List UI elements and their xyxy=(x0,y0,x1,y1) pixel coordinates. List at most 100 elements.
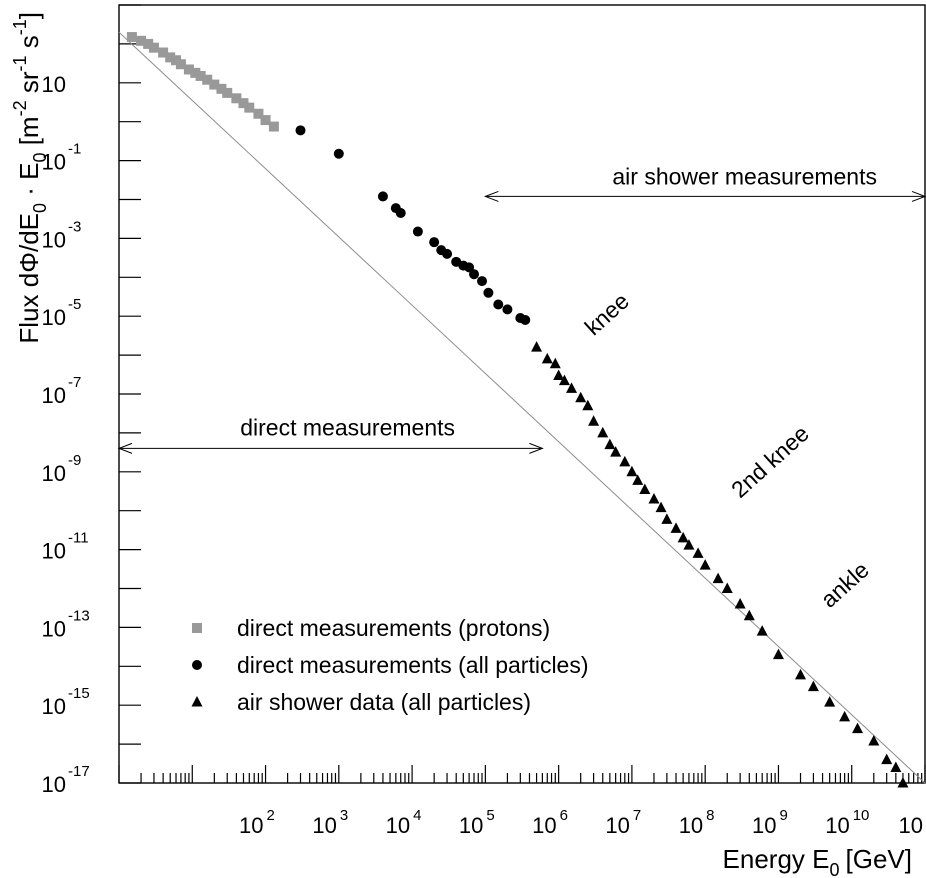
point-air-shower-data-all-particles xyxy=(541,352,553,364)
y-tick-label: 10 xyxy=(42,772,66,797)
legend-label-direct-measurements-all-particles: direct measurements (all particles) xyxy=(237,652,589,678)
point-air-shower-data-all-particles xyxy=(661,513,673,524)
annotations: air shower measurements direct measuremen… xyxy=(117,163,926,613)
point-direct-measurements-protons xyxy=(238,98,249,109)
y-tick-label: 10 xyxy=(42,150,66,175)
y-tick-label: 10 xyxy=(42,305,66,330)
x-tick-label: 10 xyxy=(679,813,703,838)
point-air-shower-data-all-particles xyxy=(531,341,543,352)
air-shower-arrow-head-right xyxy=(911,190,926,202)
y-tick-label-exponent: -13 xyxy=(68,607,90,624)
x-tick-label: 10 xyxy=(605,813,629,838)
point-direct-measurements-all-particles xyxy=(483,287,494,298)
point-direct-measurements-protons xyxy=(260,115,271,126)
point-direct-measurements-protons xyxy=(231,93,242,104)
y-tick-label: 10 xyxy=(42,461,66,486)
point-air-shower-data-all-particles xyxy=(890,761,902,773)
point-direct-measurements-protons xyxy=(126,32,137,43)
point-air-shower-data-all-particles xyxy=(655,501,667,513)
x-tick-label-exponent: 8 xyxy=(706,807,714,824)
point-air-shower-data-all-particles xyxy=(712,572,724,584)
direct-arrow-head-right xyxy=(529,442,544,454)
point-direct-measurements-protons xyxy=(253,108,264,119)
legend-marker-direct-measurements-protons xyxy=(192,623,202,633)
ankle-label: ankle xyxy=(816,556,874,612)
point-air-shower-data-all-particles xyxy=(582,399,594,411)
point-direct-measurements-all-particles xyxy=(520,314,531,325)
point-air-shower-data-all-particles xyxy=(807,680,819,692)
legend-label-air-shower-data-all-particles: air shower data (all particles) xyxy=(237,689,531,715)
x-tick-label-exponent: 3 xyxy=(340,807,348,824)
y-tick-label: 10 xyxy=(42,694,66,719)
point-direct-measurements-protons xyxy=(143,38,154,49)
point-air-shower-data-all-particles xyxy=(824,696,836,707)
y-axis-title: Flux dΦ/dE0 · E0 [m-2 sr-1 s-1] xyxy=(10,12,50,344)
point-direct-measurements-all-particles xyxy=(295,125,306,136)
x-tick-label: 10 xyxy=(825,813,849,838)
point-air-shower-data-all-particles xyxy=(881,753,893,765)
y-tick-label-exponent: -17 xyxy=(68,763,90,780)
point-air-shower-data-all-particles xyxy=(553,369,565,380)
point-direct-measurements-protons xyxy=(202,74,213,85)
y-tick-label-exponent: -7 xyxy=(68,374,81,391)
x-tick-label-exponent: 10 xyxy=(853,807,870,824)
x-tick-label-exponent: 6 xyxy=(560,807,568,824)
y-tick-label: 10 xyxy=(42,539,66,564)
x-tick-label: 10 xyxy=(459,813,483,838)
air-shower-label: air shower measurements xyxy=(612,163,877,189)
point-air-shower-data-all-particles xyxy=(839,710,851,722)
point-direct-measurements-protons xyxy=(148,42,159,53)
point-air-shower-data-all-particles xyxy=(549,357,561,369)
point-air-shower-data-all-particles xyxy=(610,446,622,457)
y-tick-label: 10 xyxy=(42,616,66,641)
y-tick-label-exponent: -9 xyxy=(68,452,81,469)
legend-label-direct-measurements-protons: direct measurements (protons) xyxy=(237,615,550,641)
point-air-shower-data-all-particles xyxy=(734,597,746,609)
point-air-shower-data-all-particles xyxy=(683,539,695,550)
y-tick-label-exponent: -5 xyxy=(68,296,81,313)
point-air-shower-data-all-particles xyxy=(626,465,638,477)
point-direct-measurements-all-particles xyxy=(477,276,488,287)
point-air-shower-data-all-particles xyxy=(566,382,578,393)
point-direct-measurements-all-particles xyxy=(493,299,504,310)
point-direct-measurements-protons xyxy=(222,87,233,98)
x-tick-label: 10 xyxy=(239,813,263,838)
x-tick-label-exponent: 2 xyxy=(267,807,275,824)
point-direct-measurements-protons xyxy=(165,52,176,63)
point-air-shower-data-all-particles xyxy=(670,522,682,533)
point-direct-measurements-all-particles xyxy=(429,237,440,248)
y-tick-label-exponent: -11 xyxy=(68,530,89,547)
data-points xyxy=(126,32,909,788)
x-tick-label-exponent: 4 xyxy=(413,807,421,824)
x-tick-label: 10 xyxy=(532,813,556,838)
y-tick-label-exponent: -3 xyxy=(68,218,81,235)
point-air-shower-data-all-particles xyxy=(558,374,570,386)
point-direct-measurements-all-particles xyxy=(442,248,453,259)
point-direct-measurements-protons xyxy=(195,70,206,81)
x-tick-label-exponent: 7 xyxy=(633,807,641,824)
x-tick-label: 10 xyxy=(312,813,336,838)
point-air-shower-data-all-particles xyxy=(756,625,768,636)
legend: direct measurements (protons) direct meas… xyxy=(191,615,589,715)
point-air-shower-data-all-particles xyxy=(897,777,909,788)
point-direct-measurements-protons xyxy=(190,67,201,78)
point-direct-measurements-protons xyxy=(209,79,220,90)
point-air-shower-data-all-particles xyxy=(692,547,704,558)
y-tick-label-exponent: -15 xyxy=(68,685,90,702)
x-tick-label: 10 xyxy=(899,813,923,838)
point-direct-measurements-protons xyxy=(183,64,194,75)
point-air-shower-data-all-particles xyxy=(699,559,711,570)
x-axis-title: Energy E0 [GeV] xyxy=(723,844,912,878)
y-tick-label: 10 xyxy=(42,227,66,252)
point-direct-measurements-all-particles xyxy=(412,226,423,237)
point-air-shower-data-all-particles xyxy=(852,722,864,734)
point-air-shower-data-all-particles xyxy=(639,483,651,495)
axis-ticks xyxy=(118,4,926,784)
point-air-shower-data-all-particles xyxy=(743,609,755,621)
point-direct-measurements-all-particles xyxy=(469,269,480,280)
second-knee-label: 2nd knee xyxy=(726,420,814,503)
point-air-shower-data-all-particles xyxy=(619,455,631,467)
point-air-shower-data-all-particles xyxy=(604,438,616,450)
point-air-shower-data-all-particles xyxy=(772,648,784,660)
